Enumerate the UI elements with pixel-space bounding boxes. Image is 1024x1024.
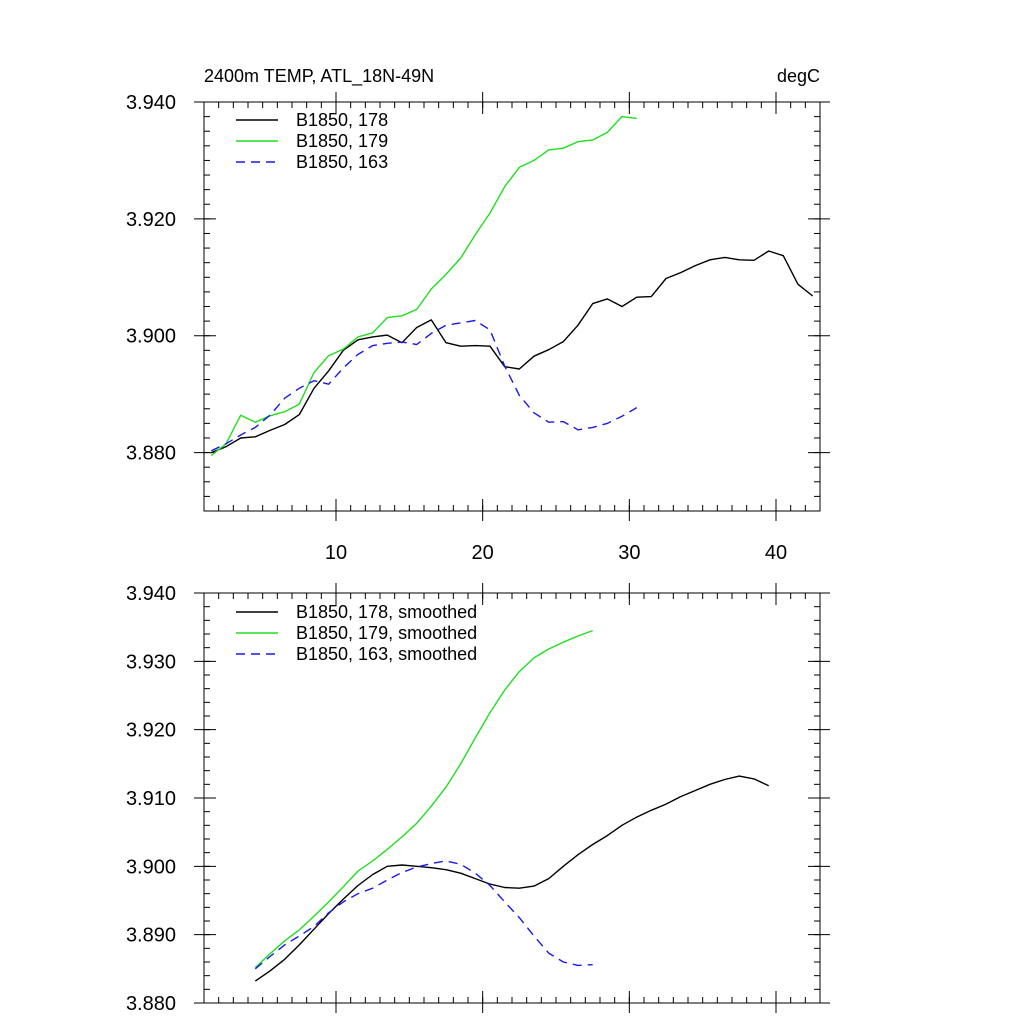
y-tick-label: 3.920	[126, 720, 176, 742]
y-tick-label: 3.900	[126, 856, 176, 878]
y-tick-label: 3.940	[126, 583, 176, 605]
series-line-2	[254, 629, 593, 969]
y-tick-label: 3.890	[126, 925, 176, 947]
y-tick-label: 3.910	[126, 788, 176, 810]
legend-label: B1850, 178	[296, 110, 388, 130]
y-tick-label: 3.880	[126, 993, 176, 1015]
series-line-3	[254, 860, 593, 970]
x-tick-label: 40	[765, 542, 787, 564]
panel-top-series	[210, 115, 814, 457]
series-line-3	[210, 319, 638, 452]
y-tick-label: 3.920	[126, 209, 176, 231]
x-tick-label: 10	[325, 542, 347, 564]
y-tick-label: 3.930	[126, 651, 176, 673]
panel-bottom: 3.880 3.890 3.900 3.910 3.920 3.930 3.940 B185…	[126, 583, 830, 1015]
legend-label: B1850, 163	[296, 152, 388, 172]
panel-top-frame	[203, 101, 821, 512]
panel-bottom-ticks: 3.880 3.890 3.900 3.910 3.920 3.930 3.940	[126, 583, 830, 1015]
legend-label: B1850, 178, smoothed	[296, 602, 477, 622]
panel-top-ticks: 3.880 3.900 3.920 3.940 10 20 30 40	[126, 92, 830, 564]
legend-label: B1850, 179, smoothed	[296, 623, 477, 643]
x-tick-label: 20	[472, 542, 494, 564]
legend-label: B1850, 163, smoothed	[296, 644, 477, 664]
x-tick-label: 30	[618, 542, 640, 564]
panel-top-title-right: degC	[777, 66, 820, 86]
panel-bottom-frame	[203, 592, 821, 1004]
legend-label: B1850, 179	[296, 131, 388, 151]
series-line-2	[210, 115, 637, 457]
series-line-1	[254, 775, 769, 982]
y-tick-label: 3.880	[126, 443, 176, 465]
panel-top-title-left: 2400m TEMP, ATL_18N-49N	[204, 66, 434, 87]
y-tick-label: 3.900	[126, 326, 176, 348]
panel-bottom-series	[254, 629, 769, 982]
panel-top: 2400m TEMP, ATL_18N-49N degC 3.8803.9003…	[126, 66, 830, 564]
series-line-1	[211, 250, 814, 454]
y-tick-label: 3.940	[126, 92, 176, 114]
